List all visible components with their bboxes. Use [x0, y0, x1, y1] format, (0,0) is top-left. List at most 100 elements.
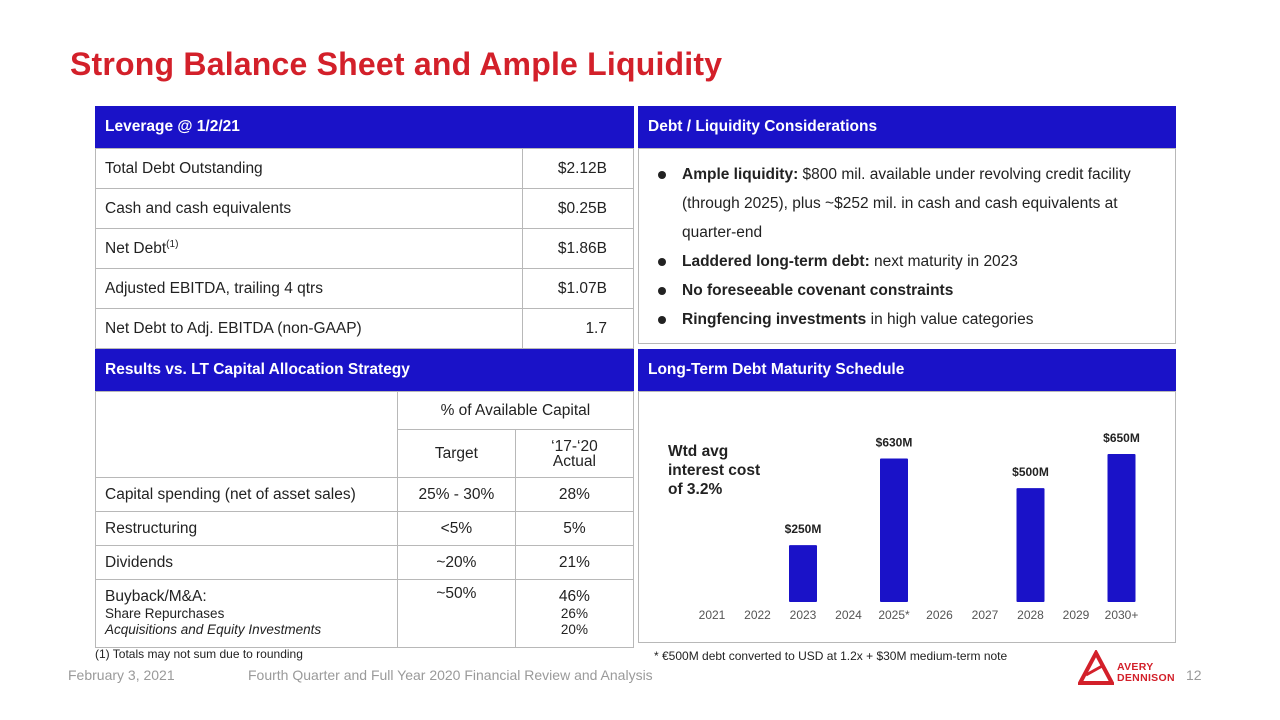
logo-line1: AVERY — [1117, 661, 1154, 673]
list-item: Ringfencing investments in high value ca… — [648, 305, 1168, 334]
table-row: Target ‘17-‘20 Actual — [96, 429, 635, 478]
bullet-icon — [658, 171, 666, 179]
table-row: Net Debt to Adj. EBITDA (non-GAAP) 1.7 — [95, 308, 634, 349]
row-label: Net Debt to Adj. EBITDA (non-GAAP) — [95, 308, 523, 349]
row-value: 1.7 — [522, 308, 634, 349]
x-tick-label: 2027 — [972, 608, 999, 622]
col-target-header: Target — [396, 429, 516, 478]
logo-line2: DENNISON — [1117, 672, 1175, 684]
results-table: % of Available Capital Target ‘17-‘20 Act… — [95, 391, 635, 648]
net-debt-label: Net Debt — [105, 240, 167, 258]
bar-2028 — [1016, 488, 1045, 602]
item-bold: Laddered long-term debt: — [682, 253, 870, 270]
row-value: $1.86B — [522, 228, 634, 269]
row-label: Total Debt Outstanding — [95, 148, 523, 189]
x-tick-label: 2025* — [878, 608, 910, 622]
x-tick-label: 2029 — [1063, 608, 1090, 622]
x-tick-label: 2024 — [835, 608, 862, 622]
row-target: 25% - 30% — [396, 477, 516, 512]
leverage-header: Leverage @ 1/2/21 — [95, 106, 634, 148]
row-actual: 5% — [514, 511, 635, 546]
results-footnote: (1) Totals may not sum due to rounding — [95, 647, 303, 661]
results-header: Results vs. LT Capital Allocation Strate… — [95, 349, 634, 391]
footnote-marker: (1) — [166, 238, 179, 250]
row-target: <5% — [396, 511, 516, 546]
maturity-header: Long-Term Debt Maturity Schedule — [638, 349, 1176, 391]
maturity-header-label: Long-Term Debt Maturity Schedule — [648, 361, 905, 378]
list-item: Laddered long-term debt: next maturity i… — [648, 247, 1168, 276]
row-actual: 46% 26% 20% — [514, 579, 635, 648]
avery-dennison-logo-icon — [1078, 650, 1114, 685]
bullet-icon — [658, 316, 666, 324]
page-title: Strong Balance Sheet and Ample Liquidity — [70, 46, 723, 82]
x-tick-label: 2023 — [790, 608, 817, 622]
actual-header-line2: Actual — [552, 452, 596, 470]
row-label: Buyback/M&A: Share Repurchases Acquisiti… — [95, 579, 398, 648]
table-row: Buyback/M&A: Share Repurchases Acquisiti… — [95, 579, 635, 648]
row-label: Dividends — [95, 545, 398, 580]
table-row: Cash and cash equivalents $0.25B — [95, 188, 634, 229]
considerations-header-label: Debt / Liquidity Considerations — [648, 118, 878, 135]
item-text: in high value categories — [866, 311, 1034, 328]
maturity-footnote: * €500M debt converted to USD at 1.2x + … — [654, 649, 1008, 663]
leverage-table: Total Debt Outstanding $2.12B Cash and c… — [95, 148, 634, 349]
table-row: Restructuring <5% 5% — [95, 511, 635, 546]
interest-cost-annotation: Wtd avg interest cost of 3.2% — [668, 442, 778, 499]
row-label: Net Debt(1) — [95, 228, 523, 269]
leverage-header-label: Leverage @ 1/2/21 — [105, 118, 240, 135]
data-label: $500M — [1012, 465, 1049, 479]
bullet-icon — [658, 258, 666, 266]
row-label: Cash and cash equivalents — [95, 188, 523, 229]
x-tick-label: 2022 — [744, 608, 771, 622]
bar-2025* — [880, 458, 908, 602]
results-header-label: Results vs. LT Capital Allocation Strate… — [105, 361, 410, 378]
row-label: Capital spending (net of asset sales) — [95, 477, 398, 512]
bar-2030+ — [1107, 454, 1136, 602]
data-label: $250M — [785, 522, 822, 536]
row-target: ~50% — [396, 579, 516, 648]
considerations-box — [638, 148, 1176, 344]
item-bold: No foreseeable covenant constraints — [682, 282, 954, 299]
table-row: % of Available Capital — [95, 391, 635, 478]
row-actual: 21% — [514, 545, 635, 580]
x-tick-label: 2026 — [926, 608, 953, 622]
row-value: $2.12B — [522, 148, 634, 189]
table-row: Net Debt(1) $1.86B — [95, 228, 634, 269]
footer-date: February 3, 2021 — [68, 667, 175, 683]
data-label: $650M — [1103, 431, 1140, 445]
bar-2023 — [789, 545, 817, 602]
logo-wordmark: AVERY DENNISON — [1117, 662, 1175, 684]
x-tick-label: 2028 — [1017, 608, 1044, 622]
buyback-sub1: Share Repurchases — [105, 606, 225, 621]
row-actual: 28% — [514, 477, 635, 512]
considerations-list: Ample liquidity: $800 mil. available und… — [648, 160, 1168, 334]
footer-subtitle: Fourth Quarter and Full Year 2020 Financ… — [248, 667, 653, 683]
table-row: Dividends ~20% 21% — [95, 545, 635, 580]
maturity-bar-chart: 2021 2022 2023 $250M 2024 2025* $630M 2026 2027 2… — [699, 431, 1140, 622]
blank-cell — [95, 391, 398, 478]
buyback-actual-sub2: 20% — [560, 622, 588, 637]
list-item: No foreseeable covenant constraints — [648, 276, 1168, 305]
x-tick-label: 2021 — [699, 608, 726, 622]
list-item: Ample liquidity: $800 mil. available und… — [648, 160, 1168, 247]
row-label: Restructuring — [95, 511, 398, 546]
item-bold: Ringfencing investments — [682, 311, 867, 328]
table-row: Adjusted EBITDA, trailing 4 qtrs $1.07B — [95, 268, 634, 309]
bullet-icon — [658, 287, 666, 295]
item-text: next maturity in 2023 — [869, 253, 1018, 270]
group-header: % of Available Capital — [396, 391, 635, 430]
buyback-actual-sub1: 26% — [560, 606, 588, 621]
data-label: $630M — [876, 436, 913, 450]
row-value: $0.25B — [522, 188, 634, 229]
row-target: ~20% — [396, 545, 516, 580]
item-bold: Ample liquidity: — [682, 166, 799, 183]
row-value: $1.07B — [522, 268, 634, 309]
x-tick-label: 2030+ — [1105, 608, 1139, 622]
buyback-actual: 46% — [558, 588, 590, 605]
buyback-label: Buyback/M&A: — [105, 588, 207, 605]
item-text: $800 mil. available under revolving cred… — [682, 166, 1131, 241]
annotation-line3: of 3.2% — [668, 481, 723, 498]
buyback-sub2: Acquisitions and Equity Investments — [105, 622, 322, 637]
table-row: Capital spending (net of asset sales) 25… — [95, 477, 635, 512]
annotation-line1: Wtd avg — [668, 443, 729, 460]
